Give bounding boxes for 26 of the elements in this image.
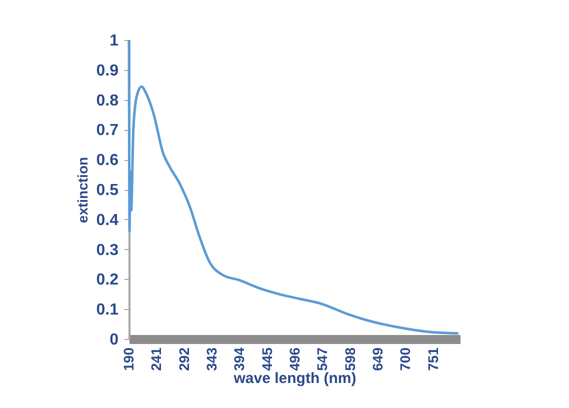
y-tick-label: 0.5: [96, 182, 119, 199]
y-tick-label: 1: [110, 32, 119, 50]
y-tick-label: 0.3: [96, 242, 119, 259]
x-axis-title: wave length (nm): [232, 370, 356, 387]
y-tick-label: 0.8: [96, 92, 119, 110]
y-tick-label: 0.2: [96, 272, 119, 289]
x-tick-label: 598: [342, 347, 358, 371]
x-tick-label: 292: [176, 347, 192, 371]
x-tick-label: 394: [231, 347, 248, 371]
x-tick-label: 700: [397, 347, 414, 371]
x-tick-label: 751: [424, 347, 441, 371]
line-series: [128, 38, 460, 335]
y-tick-label: 0: [110, 332, 119, 348]
y-tick-label: 0.4: [96, 212, 119, 229]
x-tick-label: 241: [148, 347, 164, 371]
x-tick-label: 190: [120, 347, 136, 371]
x-tick-label: 496: [286, 347, 303, 371]
y-tick-label: 0.1: [96, 302, 119, 319]
y-tick-label: 0.6: [96, 152, 119, 170]
y-axis-title: extinction: [74, 156, 90, 224]
x-tick-label: 649: [370, 347, 386, 371]
x-tick-label: 445: [258, 347, 275, 371]
y-tick-label: 0.7: [96, 122, 119, 140]
x-tick-label: 343: [204, 347, 220, 371]
x-tick-label: 547: [314, 347, 330, 371]
y-tick-label: 0.9: [96, 62, 119, 80]
